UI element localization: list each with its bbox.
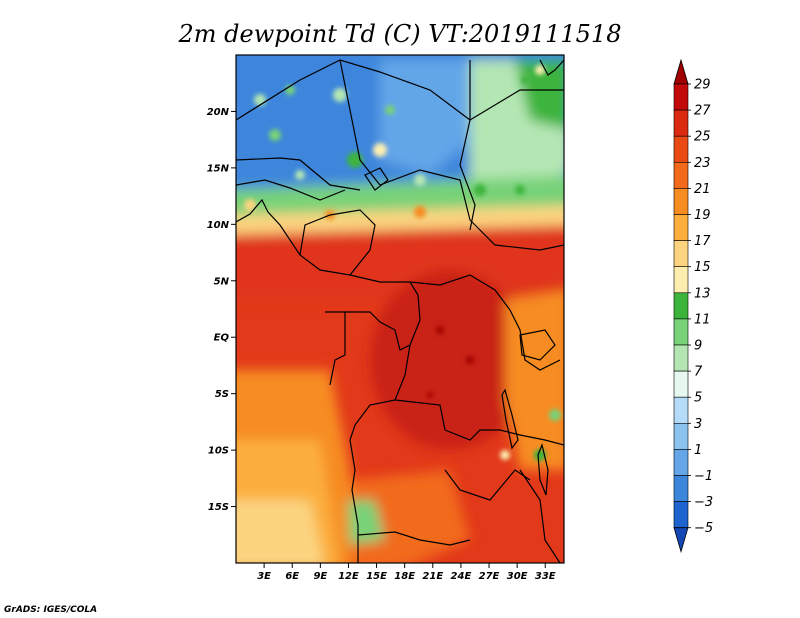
lake-victoria — [519, 329, 556, 361]
colorbar-label: 25 — [694, 130, 711, 145]
lake-malawi — [537, 443, 549, 496]
x-tick-label: 18E — [394, 571, 415, 582]
colorbar-label: 15 — [694, 260, 711, 275]
colorbar-label: 13 — [694, 286, 711, 301]
colorbar-label: 1 — [694, 443, 702, 458]
border-nigeria — [299, 209, 376, 276]
colorbar-segment — [673, 501, 689, 529]
y-tick-label: 5N — [214, 276, 230, 287]
colorbar-segment — [673, 449, 689, 476]
colorbar-label: −1 — [694, 469, 713, 484]
colorbar-label: 7 — [694, 365, 703, 380]
colorbar-bottom-arrow — [673, 527, 689, 554]
colorbar-label: −3 — [694, 495, 713, 510]
border-east-africa — [509, 309, 561, 371]
field-atlantic-pale — [236, 500, 324, 563]
border-gabon — [325, 311, 346, 386]
lake-tanganyika — [501, 388, 519, 450]
x-tick-label: 24E — [451, 571, 472, 582]
colorbar-segment — [673, 240, 689, 268]
west-african-coastline — [236, 198, 421, 563]
colorbar-label: 23 — [694, 156, 711, 171]
colorbar-segment — [673, 475, 689, 502]
colorbar-segment — [673, 135, 689, 163]
x-tick-label: 21E — [422, 571, 443, 582]
colorbar-label: 27 — [694, 104, 711, 119]
colorbar-label: 3 — [694, 417, 702, 432]
colorbar: 29 27 25 23 21 19 17 15 13 11 9 7 5 3 1 −1 −3 −5 — [673, 58, 713, 554]
border-car — [409, 274, 511, 311]
field-west-coast — [236, 225, 564, 300]
colorbar-label: 11 — [694, 312, 711, 327]
y-tick-label: EQ — [214, 333, 230, 344]
colorbar-label: 29 — [694, 78, 711, 93]
colorbar-segment — [673, 162, 689, 189]
colorbar-label: 19 — [694, 208, 711, 223]
colorbar-segment — [673, 109, 689, 137]
border-mozambique — [519, 469, 561, 563]
map-boundaries — [236, 59, 564, 563]
x-tick-label: 3E — [257, 571, 271, 582]
x-tick-label: 15E — [366, 571, 387, 582]
border-sahel-2 — [379, 169, 564, 251]
field-congo-core — [370, 270, 530, 450]
y-tick-label: 15S — [208, 502, 229, 513]
map-frame — [235, 54, 565, 564]
colorbar-segment — [673, 188, 689, 215]
colorbar-segment — [673, 344, 689, 372]
y-tick-label: 15N — [207, 163, 230, 174]
border-drc-angola — [394, 399, 500, 441]
colorbar-segment — [673, 266, 689, 294]
y-tick-label: 10N — [207, 220, 230, 231]
dewpoint-field — [236, 55, 564, 563]
border-ne-africa — [469, 89, 564, 121]
colorbar-segment — [673, 396, 689, 424]
x-tick-label: 12E — [338, 571, 359, 582]
y-tick-label: 5S — [215, 389, 229, 400]
x-tick-label: 27E — [479, 571, 500, 582]
x-tick-label: 6E — [285, 571, 299, 582]
x-tick-label: 30E — [507, 571, 528, 582]
colorbar-segment — [673, 318, 689, 346]
grads-credit: GrADS: IGES/COLA — [4, 605, 97, 615]
colorbar-segment — [673, 83, 689, 111]
y-tick-label: 20N — [207, 107, 230, 118]
colorbar-segment — [673, 370, 689, 398]
y-tick-label: 10S — [208, 446, 229, 457]
field-east-highlands — [505, 290, 564, 470]
border-chad-sudan — [459, 119, 476, 231]
lake-chad — [364, 167, 389, 191]
border-zambia — [444, 469, 531, 501]
chart-title: 2m dewpoint Td (C) VT:2019111518 — [178, 20, 622, 48]
field-sahara-light — [380, 60, 470, 175]
colorbar-segment — [673, 422, 689, 450]
colorbar-label: 17 — [694, 234, 711, 249]
colorbar-segment — [673, 292, 689, 320]
colorbar-label: 21 — [694, 182, 711, 197]
field-sahara-patches — [244, 65, 561, 461]
border-congo — [345, 311, 411, 351]
border-west-sahel — [236, 179, 346, 201]
colorbar-top-arrow — [673, 58, 689, 85]
x-tick-label: 33E — [535, 571, 556, 582]
colorbar-label: 5 — [694, 391, 702, 406]
x-tick-label: 9E — [313, 571, 327, 582]
y-axis: 20N 15N 10N 5N EQ 5S 10S 15S — [207, 107, 236, 513]
red-sea-coast — [539, 59, 564, 76]
border-angola-south — [357, 531, 471, 546]
colorbar-segment — [673, 214, 689, 241]
colorbar-label: −5 — [694, 521, 713, 536]
border-tanzania — [499, 429, 564, 446]
colorbar-label: 9 — [694, 339, 702, 354]
border-sahel-1 — [236, 157, 361, 191]
x-axis: 3E 6E 9E 12E 15E 18E 21E 24E 27E 30E 33E — [257, 563, 556, 582]
